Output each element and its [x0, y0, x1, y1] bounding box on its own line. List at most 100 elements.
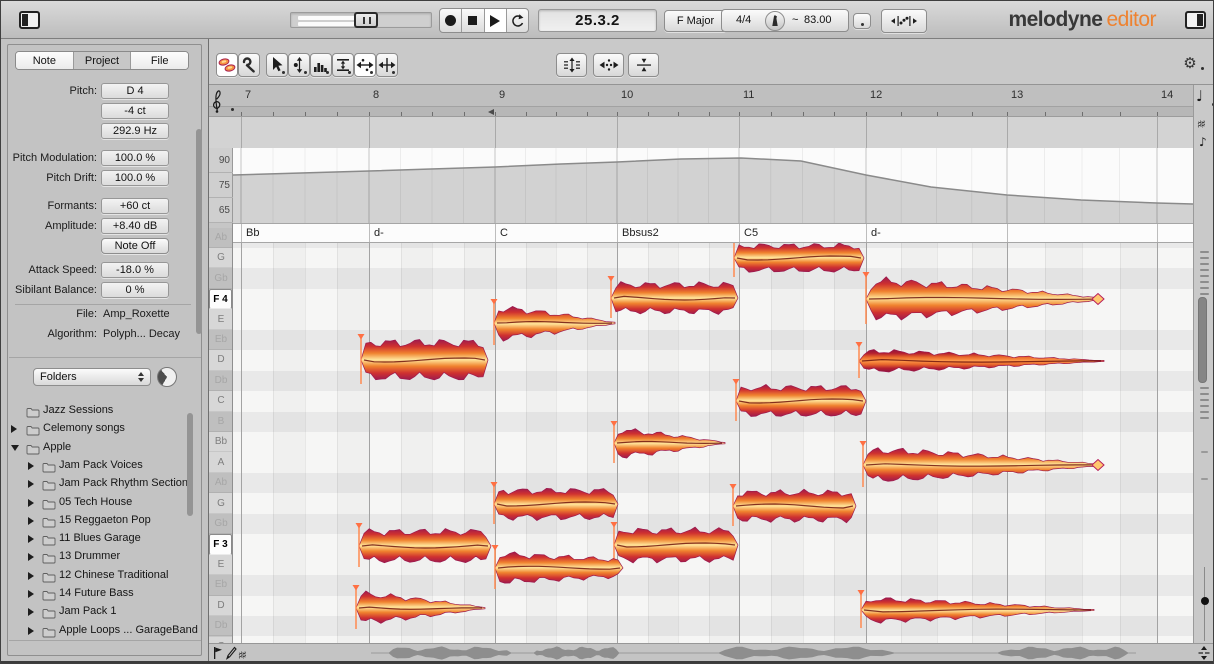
toggle-right-panel-icon[interactable]: [1185, 11, 1206, 29]
disclosure-right-icon[interactable]: [11, 425, 17, 434]
disclosure-right-icon[interactable]: [28, 571, 34, 580]
edit-pencil-button[interactable]: [225, 646, 237, 660]
pitch-row-D[interactable]: D: [209, 350, 232, 371]
pitch-row-Db[interactable]: Db: [209, 370, 232, 392]
note-blob-A3[interactable]: [859, 441, 1105, 487]
value-field-840dB[interactable]: +8.40 dB: [101, 218, 169, 234]
chord-label[interactable]: C5: [744, 227, 759, 239]
tree-item-jazz-sessions[interactable]: Jazz Sessions: [1, 402, 195, 420]
quantize-time-macro[interactable]: [593, 53, 624, 77]
tree-item-05-tech-house[interactable]: 05 Tech House: [1, 494, 195, 512]
pitch-row-Gb[interactable]: Gb: [209, 268, 232, 289]
content-usage-icon[interactable]: [157, 367, 177, 387]
chord-label[interactable]: Bb: [246, 227, 260, 239]
pitch-row-C[interactable]: C: [209, 391, 232, 412]
pitch-row-B[interactable]: B: [209, 411, 232, 432]
song-position-display[interactable]: 25.3.2: [538, 9, 657, 32]
tree-item-jam-pack-voices[interactable]: Jam Pack Voices: [1, 457, 195, 475]
time-signature-value[interactable]: 4/4: [736, 14, 752, 26]
note-blob-D3[interactable]: [857, 590, 1095, 628]
pitch-row-Gb[interactable]: Gb: [209, 513, 232, 535]
scale-sharps-button[interactable]: ♯♯: [1197, 115, 1213, 131]
value-field-60ct[interactable]: +60 ct: [101, 198, 169, 214]
disclosure-right-icon[interactable]: [28, 461, 34, 470]
tab-note[interactable]: Note: [16, 52, 74, 69]
note-editor-view-button[interactable]: [881, 9, 927, 33]
time-handle-tool[interactable]: [376, 53, 398, 77]
pitch-row-Eb[interactable]: Eb: [209, 329, 232, 351]
pitch-row-F4[interactable]: F 4: [209, 288, 232, 310]
disclosure-right-icon[interactable]: [28, 516, 34, 525]
note-blob-D4[interactable]: [855, 342, 1105, 378]
timing-tool[interactable]: [354, 53, 376, 77]
note-blob-F4[interactable]: [862, 272, 1105, 324]
tree-item-14-future-bass[interactable]: 14 Future Bass: [1, 585, 195, 603]
pitch-row-F3[interactable]: F 3: [209, 534, 232, 555]
tree-item-apple[interactable]: Apple: [1, 439, 195, 457]
pointer-tool[interactable]: [266, 53, 288, 77]
value-field-1000[interactable]: 100.0 %: [101, 150, 169, 166]
tab-file[interactable]: File: [131, 52, 188, 69]
note-grid[interactable]: [233, 243, 1193, 643]
play-button[interactable]: [484, 9, 507, 32]
disclosure-right-icon[interactable]: [28, 590, 34, 598]
clef-selector[interactable]: [210, 87, 234, 117]
scale-strip-button[interactable]: ♯♯: [238, 646, 254, 662]
beat-tick-strip[interactable]: [209, 107, 1193, 117]
pitch-row-Eb[interactable]: Eb: [209, 575, 232, 596]
pitch-row-Ab[interactable]: Ab: [209, 227, 232, 248]
vertical-scrollbar[interactable]: [1198, 297, 1207, 383]
level-macro[interactable]: [628, 53, 659, 77]
value-field-D4[interactable]: D 4: [101, 83, 169, 99]
tree-item-jam-pack-rhythm-section[interactable]: Jam Pack Rhythm Section: [1, 475, 195, 493]
value-field-180[interactable]: -18.0 %: [101, 262, 169, 278]
note-blob-F4[interactable]: [607, 276, 739, 318]
browser-scrollbar[interactable]: [187, 413, 193, 516]
stop-button[interactable]: [462, 9, 485, 32]
time-ruler[interactable]: 7 8 9 10 11 12 13 14: [209, 85, 1193, 107]
browser-filter-dropdown[interactable]: Folders: [33, 368, 151, 386]
disclosure-right-icon[interactable]: [28, 480, 34, 489]
disclosure-right-icon[interactable]: [28, 626, 34, 635]
slider-handle[interactable]: [354, 12, 378, 28]
note-off-button[interactable]: Note Off: [101, 238, 169, 254]
horizontal-zoom-control[interactable]: [1197, 645, 1211, 661]
cycle-marker-icon[interactable]: [488, 109, 494, 115]
pitch-row-D[interactable]: D: [209, 595, 232, 617]
tree-item-apple-loops-garageband[interactable]: Apple Loops ... GarageBand: [1, 622, 198, 640]
tree-item-jam-pack-1[interactable]: Jam Pack 1: [1, 603, 195, 621]
loop-button[interactable]: [507, 9, 528, 32]
note-blob-G4[interactable]: [731, 243, 865, 277]
note-blob-E4[interactable]: [490, 299, 616, 345]
tempo-options-button[interactable]: [853, 13, 871, 29]
pitch-row-Db[interactable]: Db: [209, 616, 232, 637]
chord-label[interactable]: C: [500, 227, 508, 239]
disclosure-right-icon[interactable]: [28, 535, 34, 544]
note-blob-C4[interactable]: [732, 379, 867, 421]
pitch-row-Bb[interactable]: Bb: [209, 432, 232, 453]
note-blob-Bb3[interactable]: [610, 421, 726, 463]
chord-label[interactable]: d-: [871, 227, 881, 239]
tempo-time-signature-box[interactable]: 4/4 ~ 83.00: [721, 9, 849, 32]
note-blob-D3[interactable]: [352, 585, 486, 629]
value-field-0[interactable]: 0 %: [101, 282, 169, 298]
chord-track[interactable]: Bb d- C Bbsus2 C5 d-: [233, 223, 1193, 243]
key-selector-button[interactable]: F Major: [664, 10, 727, 32]
inspector-scrollbar[interactable]: [196, 129, 202, 334]
pitch-tool[interactable]: [288, 53, 310, 77]
note-blob-F3[interactable]: [610, 522, 739, 566]
chord-label[interactable]: Bbsus2: [622, 227, 659, 239]
right-scroll-strip[interactable]: ♩ ♯♯ ♪: [1193, 85, 1213, 643]
pitch-row-Ab[interactable]: Ab: [209, 472, 232, 494]
tempo-value[interactable]: 83.00: [804, 14, 832, 26]
settings-gear-button[interactable]: ⚙: [1179, 53, 1204, 73]
tree-item-13-drummer[interactable]: 13 Drummer: [1, 548, 195, 566]
pitch-row-G[interactable]: G: [209, 247, 232, 269]
disclosure-down-icon[interactable]: [11, 444, 19, 451]
pitch-row-E[interactable]: E: [209, 309, 232, 330]
pitch-row-G[interactable]: G: [209, 493, 232, 514]
formant-tool[interactable]: [310, 53, 332, 77]
disclosure-right-icon[interactable]: [28, 498, 34, 507]
note-blob-F3[interactable]: [355, 523, 492, 567]
